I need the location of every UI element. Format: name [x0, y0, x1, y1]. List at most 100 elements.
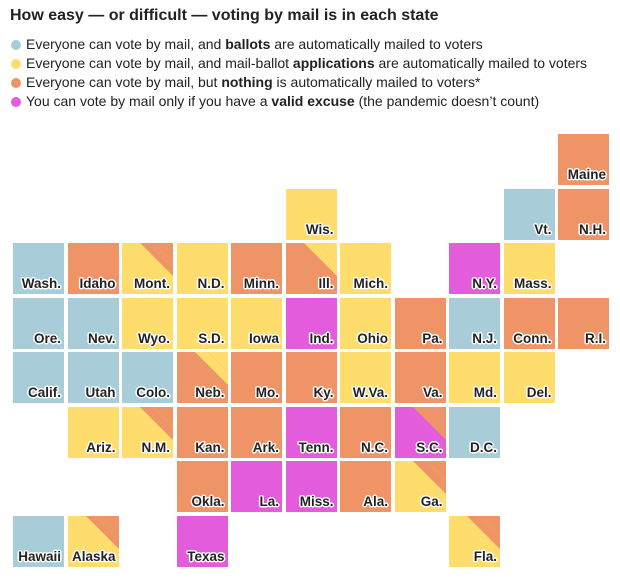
state-label: Ore.	[33, 330, 61, 346]
state-tile: Mich.	[340, 243, 391, 294]
state-tile: Miss.	[285, 461, 337, 512]
state-tile: Hawaii	[13, 515, 64, 567]
state-stripe	[412, 461, 446, 494]
state-label: S.D.	[198, 330, 225, 346]
legend-item-magenta: You can vote by mail only if you have a …	[10, 94, 610, 109]
legend-text: You can vote by mail only if you have a	[26, 93, 272, 109]
state-stripe	[140, 243, 173, 276]
state-label: S.C.	[416, 439, 443, 455]
state-tile: N.C.	[340, 406, 391, 458]
state-tile: Wis.	[285, 188, 337, 240]
state-tile: Minn.	[231, 243, 282, 294]
state-stripe	[303, 243, 337, 276]
state-tile: Iowa	[231, 297, 282, 349]
state-tile: Nev.	[67, 297, 119, 349]
state-tile: Conn.	[503, 297, 555, 349]
state-tile: Ore.	[13, 297, 64, 349]
state-stripe	[412, 406, 446, 440]
state-label: Nev.	[87, 330, 116, 346]
legend-bold: ballots	[225, 36, 271, 52]
state-tile: Wyo.	[122, 297, 173, 349]
state-label: D.C.	[470, 439, 497, 455]
state-tile: Ark.	[231, 406, 282, 458]
state-label: Mich.	[353, 276, 388, 291]
legend-text: Everyone can vote by mail, and mail-ball…	[26, 55, 293, 71]
state-label: N.H.	[579, 221, 606, 237]
state-label: Ill.	[318, 276, 334, 291]
state-tile: S.D.	[176, 297, 228, 349]
state-label: Ohio	[357, 330, 388, 346]
state-label: N.Y.	[472, 276, 497, 291]
state-tile: N.D.	[176, 243, 228, 294]
state-label: Hawaii	[18, 548, 61, 564]
legend-dot-magenta	[11, 97, 21, 107]
legend-dot-orange	[11, 78, 21, 88]
state-label: Alaska	[71, 548, 116, 564]
state-tile: Maine	[558, 134, 609, 185]
state-label: Ariz.	[86, 439, 116, 455]
state-tile: Mass.	[503, 243, 555, 294]
legend: Everyone can vote by mail, and ballots a…	[10, 37, 610, 113]
state-label: Wash.	[21, 276, 61, 291]
legend-text: are automatically mailed to voters	[270, 36, 483, 52]
state-tile: Alaska	[67, 515, 119, 567]
state-label: Mass.	[513, 276, 552, 291]
state-stripe	[467, 515, 500, 549]
state-label: N.J.	[472, 330, 497, 346]
state-label: Conn.	[513, 330, 552, 346]
state-tile: Tenn.	[285, 406, 337, 458]
state-label: Kan.	[195, 439, 225, 455]
state-label: Okla.	[191, 494, 225, 509]
state-label: Utah	[85, 385, 116, 400]
state-tile: Ind.	[285, 297, 337, 349]
state-tile: Ala.	[340, 461, 391, 512]
state-label: Wis.	[305, 221, 334, 237]
legend-item-orange: Everyone can vote by mail, but nothing i…	[10, 75, 610, 90]
state-label: Miss.	[299, 494, 334, 509]
legend-text: (the pandemic doesn’t count)	[354, 93, 540, 109]
state-label: Neb.	[195, 385, 225, 400]
state-label: Ark.	[252, 439, 279, 455]
state-tile: Texas	[176, 515, 228, 567]
legend-bold: applications	[292, 55, 375, 71]
state-tile: La.	[231, 461, 282, 512]
state-tile: Pa.	[394, 297, 446, 349]
state-label: Tenn.	[298, 439, 334, 455]
state-tile: Kan.	[176, 406, 228, 458]
state-tile: S.C.	[394, 406, 446, 458]
state-tile: Calif.	[13, 352, 64, 403]
map-title: How easy — or difficult — voting by mail…	[10, 7, 439, 24]
state-tile: Mont.	[122, 243, 173, 294]
legend-bold: nothing	[221, 74, 273, 90]
state-label: N.M.	[141, 439, 171, 455]
state-tile: Ohio	[340, 297, 391, 349]
legend-item-blue: Everyone can vote by mail, and ballots a…	[10, 37, 610, 52]
state-label: Iowa	[248, 330, 279, 346]
state-label: Fla.	[473, 548, 497, 564]
state-stripe	[194, 352, 228, 385]
legend-text: are automatically mailed to voters	[374, 55, 588, 71]
state-tile: Neb.	[176, 352, 228, 403]
state-label: Ala.	[363, 494, 388, 509]
state-label: Ind.	[309, 330, 334, 346]
state-tile: Va.	[394, 352, 446, 403]
state-label: Ga.	[420, 494, 443, 509]
legend-text: Everyone can vote by mail, and	[26, 36, 226, 52]
state-label: Maine	[567, 167, 606, 182]
state-label: Wyo.	[137, 330, 170, 346]
state-tile: Okla.	[176, 461, 228, 512]
state-tile: Ky.	[285, 352, 337, 403]
state-tile: W.Va.	[340, 352, 391, 403]
state-label: R.I.	[584, 330, 606, 346]
state-tile: N.J.	[449, 297, 500, 349]
state-stripe	[140, 406, 173, 440]
state-tile: Mo.	[231, 352, 282, 403]
state-label: La.	[259, 494, 279, 509]
legend-item-yellow: Everyone can vote by mail, and mail-ball…	[10, 56, 610, 71]
state-tile: R.I.	[558, 297, 609, 349]
state-label: W.Va.	[352, 385, 388, 400]
state-tile: Idaho	[67, 243, 119, 294]
state-label: Va.	[422, 385, 443, 400]
state-label: N.D.	[197, 276, 225, 291]
